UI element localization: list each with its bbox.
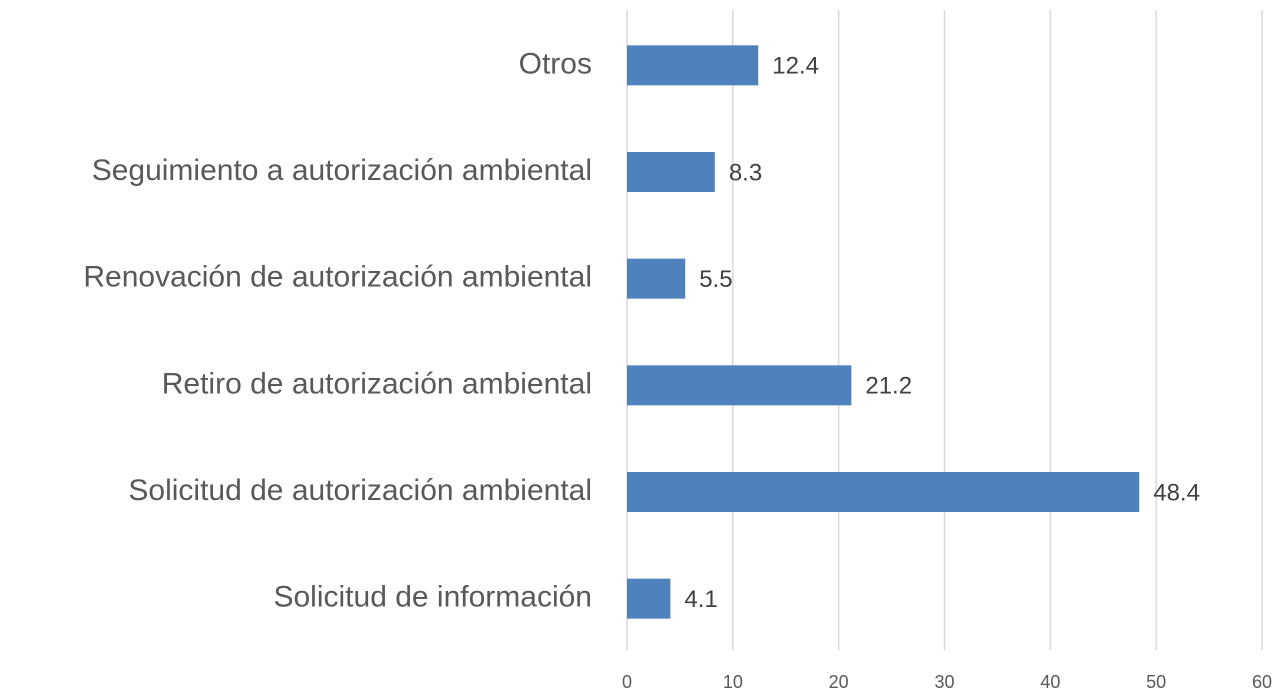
value-label: 4.1 [684,586,717,613]
category-label: Retiro de autorización ambiental [162,367,592,400]
bar [627,45,759,86]
x-tick-label: 0 [622,672,632,692]
bar [627,152,715,192]
bar [627,365,852,406]
category-label: Solicitud de autorización ambiental [128,474,592,507]
value-label: 8.3 [729,159,762,186]
category-label: Otros [519,47,592,80]
category-label: Seguimiento a autorización ambiental [92,154,592,187]
bar [627,258,686,299]
x-tick-label: 60 [1252,672,1272,692]
bar [627,578,671,619]
bar [627,472,1140,512]
category-label: Solicitud de información [273,581,592,614]
value-label: 21.2 [865,373,912,400]
x-tick-label: 10 [723,672,743,692]
value-label: 12.4 [772,53,819,80]
category-label: Renovación de autorización ambiental [83,261,592,294]
x-tick-label: 40 [1040,672,1060,692]
x-tick-label: 20 [829,672,849,692]
value-label: 48.4 [1153,479,1200,506]
value-label: 5.5 [699,266,732,293]
x-tick-label: 30 [934,672,954,692]
x-tick-label: 50 [1146,672,1166,692]
